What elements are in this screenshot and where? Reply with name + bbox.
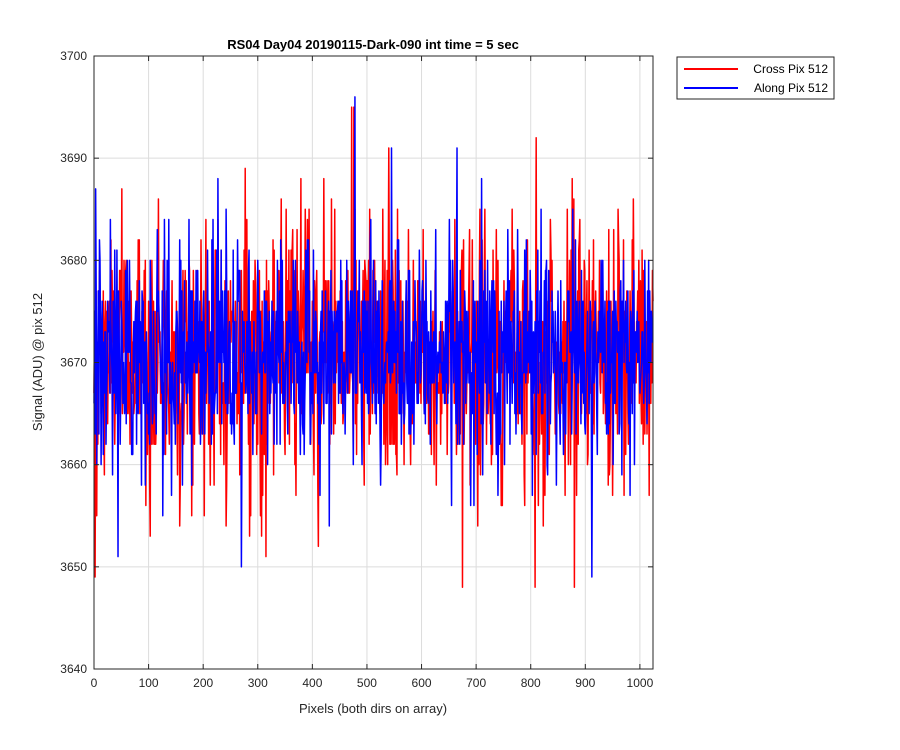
y-tick-label: 3670 xyxy=(60,356,87,370)
x-tick-label: 900 xyxy=(575,676,595,690)
y-tick-label: 3700 xyxy=(60,49,87,63)
x-axis-label: Pixels (both dirs on array) xyxy=(299,701,447,716)
x-tick-label: 100 xyxy=(139,676,159,690)
y-tick-label: 3660 xyxy=(60,458,87,472)
x-tick-label: 700 xyxy=(466,676,486,690)
x-tick-label: 400 xyxy=(302,676,322,690)
y-tick-label: 3640 xyxy=(60,662,87,676)
x-tick-label: 300 xyxy=(248,676,268,690)
x-tick-label: 800 xyxy=(521,676,541,690)
chart-title: RS04 Day04 20190115-Dark-090 int time = … xyxy=(227,37,519,52)
data-series xyxy=(93,96,654,589)
y-axis-label: Signal (ADU) @ pix 512 xyxy=(30,293,45,431)
legend-box xyxy=(676,56,835,100)
x-tick-label: 600 xyxy=(412,676,432,690)
y-tick-label: 3690 xyxy=(60,151,87,165)
y-tick-label: 3680 xyxy=(60,253,87,267)
x-tick-label: 500 xyxy=(357,676,377,690)
legend-label-cross: Cross Pix 512 xyxy=(753,62,828,76)
series-line-along-pix-512 xyxy=(93,96,654,578)
y-tick-label: 3650 xyxy=(60,560,87,574)
x-tick-label: 0 xyxy=(91,676,98,690)
x-tick-label: 1000 xyxy=(627,676,654,690)
axis-ticks: 0 100 200 300 400 500 600 700 800 900 1000 3640 3650… xyxy=(60,49,653,690)
legend-label-along: Along Pix 512 xyxy=(754,81,828,95)
x-tick-label: 200 xyxy=(193,676,213,690)
legend: Cross Pix 512 Along Pix 512 xyxy=(676,56,835,100)
